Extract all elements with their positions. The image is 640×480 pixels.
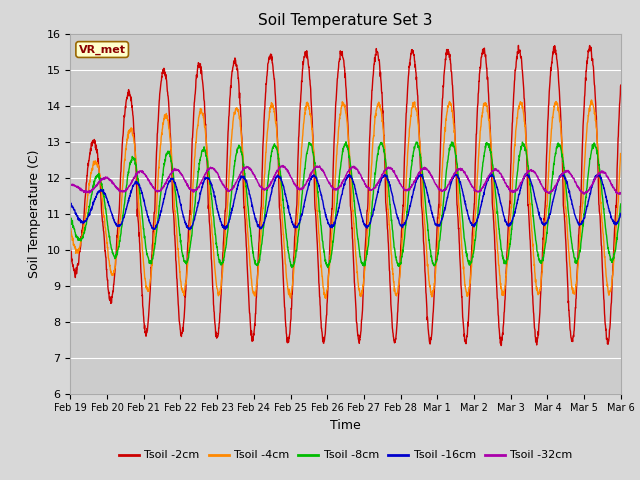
Tsoil -16cm	[533, 201, 541, 207]
Text: VR_met: VR_met	[79, 44, 125, 55]
Tsoil -4cm	[349, 207, 356, 213]
Tsoil -16cm	[67, 202, 74, 207]
Tsoil -16cm	[598, 179, 606, 184]
Tsoil -2cm	[428, 331, 436, 336]
Tsoil -4cm	[598, 219, 606, 225]
Tsoil -2cm	[598, 259, 606, 265]
Tsoil -4cm	[99, 201, 106, 207]
Tsoil -4cm	[322, 295, 330, 301]
Tsoil -2cm	[515, 43, 522, 48]
Tsoil -16cm	[617, 210, 625, 216]
Tsoil -2cm	[533, 342, 541, 348]
Tsoil -16cm	[412, 181, 419, 187]
X-axis label: Time: Time	[330, 419, 361, 432]
Tsoil -32cm	[349, 164, 356, 169]
Tsoil -8cm	[598, 192, 606, 197]
Tsoil -8cm	[349, 187, 357, 193]
Line: Tsoil -8cm: Tsoil -8cm	[70, 142, 621, 267]
Tsoil -2cm	[99, 218, 106, 224]
Line: Tsoil -2cm: Tsoil -2cm	[70, 46, 621, 346]
Tsoil -32cm	[532, 172, 540, 178]
Tsoil -4cm	[588, 97, 595, 103]
Tsoil -2cm	[412, 64, 419, 70]
Tsoil -32cm	[412, 178, 419, 184]
Tsoil -2cm	[349, 237, 356, 242]
Title: Soil Temperature Set 3: Soil Temperature Set 3	[259, 13, 433, 28]
Tsoil -4cm	[67, 229, 74, 235]
Tsoil -2cm	[67, 244, 74, 250]
Tsoil -8cm	[617, 201, 625, 207]
Tsoil -8cm	[412, 141, 419, 147]
Tsoil -4cm	[532, 287, 540, 292]
Tsoil -32cm	[279, 163, 287, 168]
Tsoil -32cm	[99, 176, 106, 181]
Y-axis label: Soil Temperature (C): Soil Temperature (C)	[28, 149, 41, 278]
Tsoil -8cm	[342, 139, 350, 144]
Tsoil -16cm	[99, 188, 106, 193]
Legend: Tsoil -2cm, Tsoil -4cm, Tsoil -8cm, Tsoil -16cm, Tsoil -32cm: Tsoil -2cm, Tsoil -4cm, Tsoil -8cm, Tsoi…	[115, 446, 577, 465]
Tsoil -32cm	[580, 192, 588, 197]
Tsoil -8cm	[533, 243, 541, 249]
Tsoil -4cm	[412, 105, 419, 110]
Tsoil -8cm	[99, 188, 106, 193]
Tsoil -4cm	[617, 152, 625, 157]
Line: Tsoil -4cm: Tsoil -4cm	[70, 100, 621, 298]
Tsoil -32cm	[67, 182, 74, 188]
Tsoil -8cm	[324, 264, 332, 270]
Tsoil -32cm	[598, 168, 606, 174]
Tsoil -32cm	[617, 191, 625, 197]
Tsoil -8cm	[67, 216, 74, 221]
Line: Tsoil -16cm: Tsoil -16cm	[70, 174, 621, 230]
Tsoil -2cm	[497, 343, 505, 348]
Tsoil -16cm	[522, 171, 529, 177]
Tsoil -16cm	[349, 178, 356, 184]
Tsoil -4cm	[428, 293, 436, 299]
Tsoil -2cm	[617, 82, 625, 88]
Tsoil -8cm	[428, 258, 436, 264]
Line: Tsoil -32cm: Tsoil -32cm	[70, 166, 621, 194]
Tsoil -32cm	[428, 173, 436, 179]
Tsoil -16cm	[428, 211, 436, 216]
Tsoil -16cm	[186, 227, 194, 233]
